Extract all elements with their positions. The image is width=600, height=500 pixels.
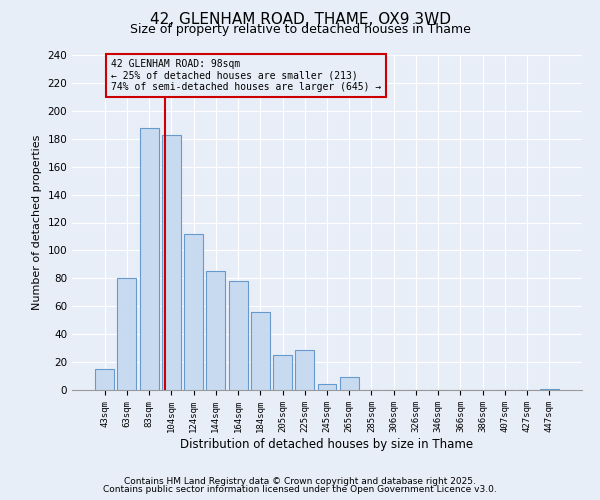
Y-axis label: Number of detached properties: Number of detached properties [32,135,42,310]
Text: 42 GLENHAM ROAD: 98sqm
← 25% of detached houses are smaller (213)
74% of semi-de: 42 GLENHAM ROAD: 98sqm ← 25% of detached… [112,59,382,92]
Text: 42, GLENHAM ROAD, THAME, OX9 3WD: 42, GLENHAM ROAD, THAME, OX9 3WD [149,12,451,28]
Bar [118,278,136,390]
Bar [162,134,181,390]
Bar [229,281,248,390]
X-axis label: Distribution of detached houses by size in Thame: Distribution of detached houses by size … [181,438,473,450]
Text: Size of property relative to detached houses in Thame: Size of property relative to detached ho… [130,22,470,36]
Bar [95,369,114,390]
Bar [317,384,337,390]
Bar [140,128,158,390]
Bar [206,272,225,390]
Text: Contains public sector information licensed under the Open Government Licence v3: Contains public sector information licen… [103,484,497,494]
Bar [540,388,559,390]
Bar [273,355,292,390]
Bar [340,378,359,390]
Bar [295,350,314,390]
Bar [184,234,203,390]
Bar [251,312,270,390]
Text: Contains HM Land Registry data © Crown copyright and database right 2025.: Contains HM Land Registry data © Crown c… [124,477,476,486]
